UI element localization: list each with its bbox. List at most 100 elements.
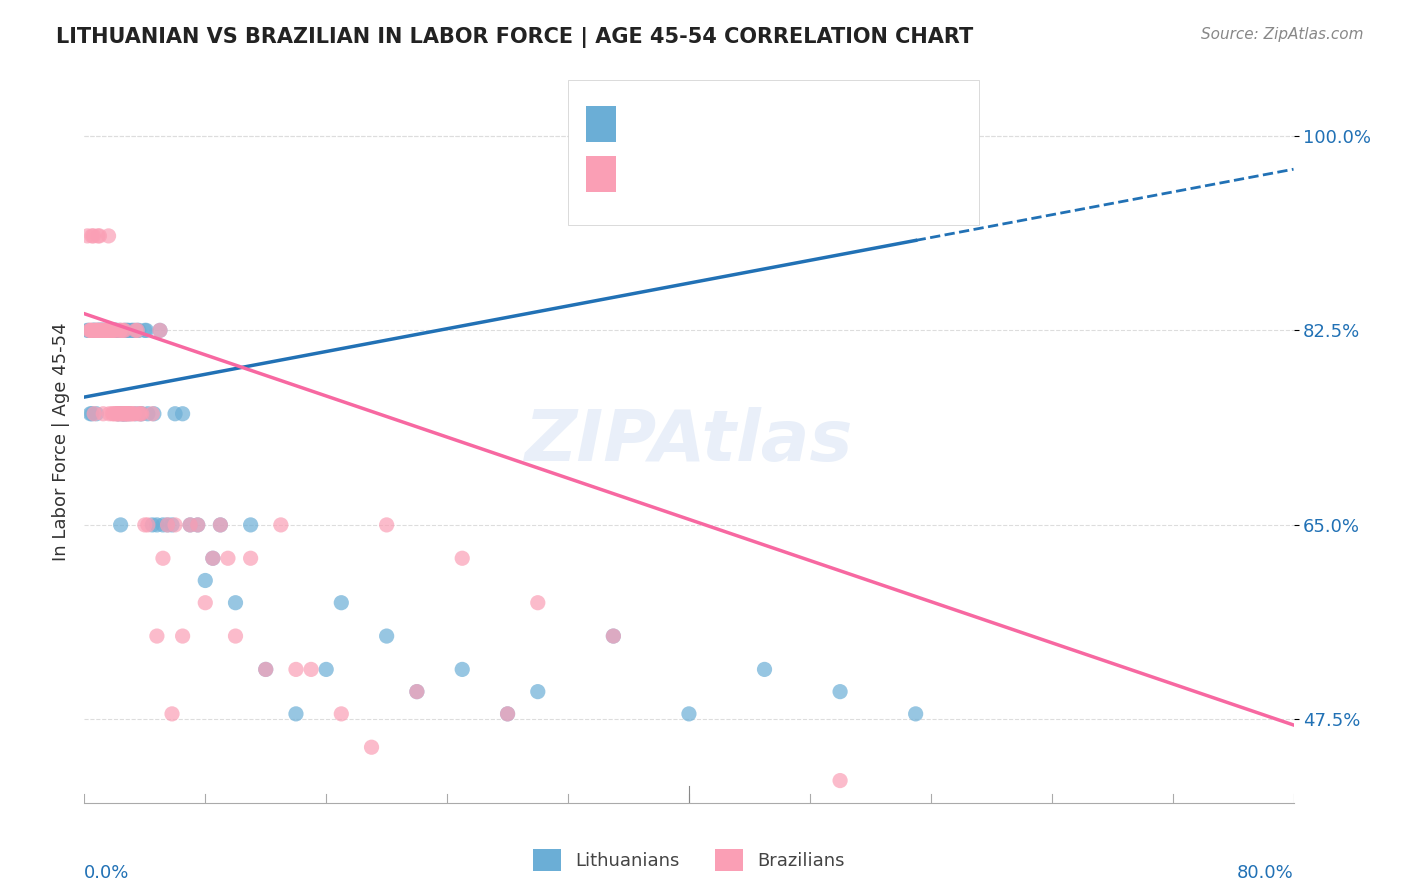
Point — [754, 662, 776, 676]
Point — [127, 323, 149, 337]
Point — [129, 407, 152, 421]
Point — [89, 323, 111, 337]
Point — [131, 407, 153, 421]
Text: ZIPAtlas: ZIPAtlas — [524, 407, 853, 476]
Point — [83, 407, 105, 421]
Point — [128, 323, 150, 337]
Point — [104, 323, 127, 337]
Point — [84, 323, 107, 337]
Text: 80.0%: 80.0% — [1237, 864, 1294, 882]
Point — [172, 407, 194, 421]
Point — [93, 323, 115, 337]
Point — [142, 407, 165, 421]
Point — [82, 323, 104, 337]
Point — [84, 323, 107, 337]
Point — [117, 407, 139, 421]
Point — [91, 323, 114, 337]
Point — [108, 407, 131, 421]
Point — [122, 407, 145, 421]
Point — [86, 407, 108, 421]
Point — [79, 407, 101, 421]
Point — [830, 684, 852, 698]
Point — [172, 629, 194, 643]
Point — [239, 517, 262, 532]
Point — [830, 773, 852, 788]
Point — [87, 323, 110, 337]
Point — [406, 684, 429, 698]
Point — [225, 596, 247, 610]
Point — [128, 407, 150, 421]
Point — [100, 323, 122, 337]
Point — [100, 323, 122, 337]
Point — [217, 551, 239, 566]
Point — [115, 323, 138, 337]
Point — [194, 574, 217, 588]
Point — [165, 517, 187, 532]
Point — [131, 407, 153, 421]
Point — [96, 323, 118, 337]
Point — [105, 407, 128, 421]
Point — [115, 407, 138, 421]
Point — [254, 662, 277, 676]
Point — [108, 323, 131, 337]
Point — [146, 517, 169, 532]
Point — [115, 407, 138, 421]
Point — [104, 323, 127, 337]
Point — [187, 517, 209, 532]
Point — [83, 323, 105, 337]
Point — [96, 323, 118, 337]
Point — [134, 517, 156, 532]
Point — [135, 323, 157, 337]
Point — [330, 706, 353, 721]
Point — [120, 407, 142, 421]
Point — [115, 407, 138, 421]
Point — [118, 407, 141, 421]
Point — [97, 323, 120, 337]
Point — [107, 407, 129, 421]
Legend: Lithuanians, Brazilians: Lithuanians, Brazilians — [524, 840, 853, 880]
Point — [112, 323, 135, 337]
Point — [451, 662, 474, 676]
Point — [122, 323, 145, 337]
Point — [77, 323, 100, 337]
Point — [93, 323, 115, 337]
Point — [105, 323, 128, 337]
Point — [112, 323, 135, 337]
Point — [80, 407, 103, 421]
Point — [187, 517, 209, 532]
Point — [86, 323, 108, 337]
Point — [904, 706, 927, 721]
Text: LITHUANIAN VS BRAZILIAN IN LABOR FORCE | AGE 45-54 CORRELATION CHART: LITHUANIAN VS BRAZILIAN IN LABOR FORCE |… — [56, 27, 973, 48]
Point — [94, 323, 117, 337]
Point — [110, 323, 132, 337]
Point — [90, 323, 112, 337]
Point — [201, 551, 224, 566]
Point — [121, 407, 143, 421]
Text: R = -0.448   N = 97: R = -0.448 N = 97 — [628, 160, 835, 178]
Point — [108, 323, 131, 337]
Point — [76, 323, 98, 337]
Point — [110, 517, 132, 532]
Point — [225, 629, 247, 643]
Point — [194, 596, 217, 610]
Point — [117, 323, 139, 337]
Point — [678, 706, 700, 721]
Point — [527, 596, 550, 610]
Point — [127, 323, 149, 337]
Point — [91, 323, 114, 337]
Point — [98, 323, 121, 337]
Point — [160, 706, 183, 721]
Point — [156, 517, 179, 532]
Point — [79, 323, 101, 337]
Point — [209, 517, 232, 532]
Point — [105, 323, 128, 337]
Point — [165, 407, 187, 421]
Point — [149, 323, 172, 337]
Point — [120, 323, 142, 337]
Point — [111, 407, 134, 421]
Point — [97, 323, 120, 337]
Point — [90, 323, 112, 337]
Point — [125, 323, 148, 337]
Point — [146, 629, 169, 643]
Point — [80, 228, 103, 243]
